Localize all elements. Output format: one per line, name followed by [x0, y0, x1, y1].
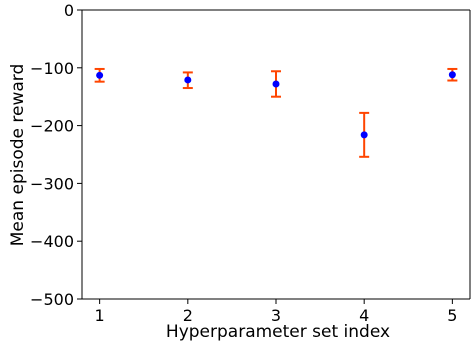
y-tick-label: −200	[30, 117, 74, 136]
x-tick-label: 4	[359, 306, 369, 325]
y-axis-title: Mean episode reward	[8, 64, 28, 246]
y-tick-label: −500	[30, 290, 74, 309]
x-tick-label: 5	[447, 306, 457, 325]
x-tick-label: 2	[183, 306, 193, 325]
data-point	[360, 131, 368, 139]
y-tick-label: 0	[64, 1, 74, 20]
data-point	[96, 71, 104, 79]
x-tick-label: 3	[271, 306, 281, 325]
data-point	[184, 76, 192, 84]
plot-layer: 0 −100 −200 −300 −400 −500 1 2 3 4 5	[30, 1, 471, 325]
y-tick-label: −400	[30, 232, 74, 251]
x-tick-label: 1	[95, 306, 105, 325]
x-axis-title: Hyperparameter set index	[166, 322, 390, 342]
data-point	[448, 71, 456, 79]
y-tick-label: −100	[30, 59, 74, 78]
data-point	[272, 80, 280, 88]
y-tick-label: −300	[30, 174, 74, 193]
